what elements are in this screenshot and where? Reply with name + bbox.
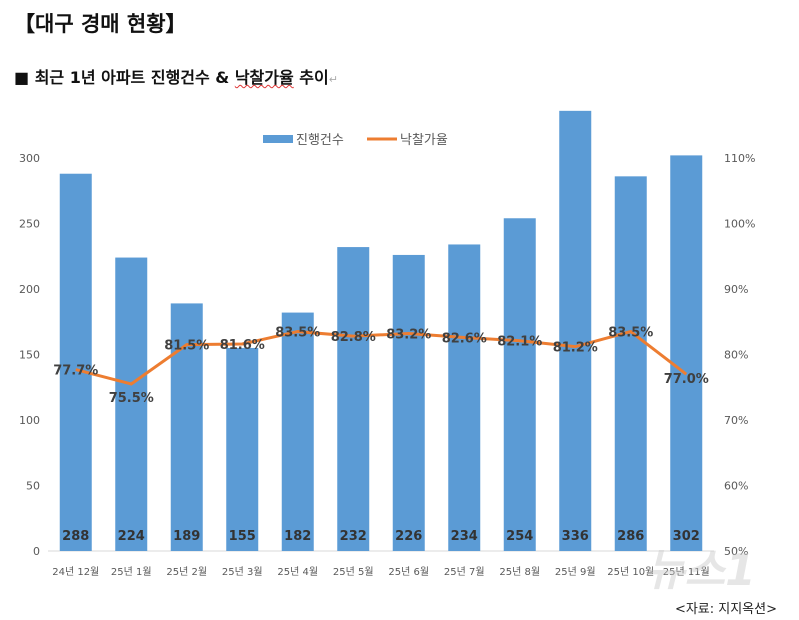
line-data-label: 83.5% xyxy=(275,326,320,341)
bar-data-label: 232 xyxy=(340,529,367,544)
x-tick-label: 25년 6월 xyxy=(388,566,429,578)
legend-swatch-bar xyxy=(263,135,293,143)
x-tick-label: 25년 11월 xyxy=(663,566,710,578)
line-data-label: 81.5% xyxy=(164,339,209,354)
page-title: 【대구 경매 현황】 xyxy=(14,12,187,36)
chart-subtitle: ■ 최근 1년 아파트 진행건수 & 낙찰가율 추이↵ xyxy=(14,68,338,87)
bar xyxy=(115,257,148,551)
subtitle-underlined: 낙찰가율 xyxy=(234,68,294,87)
bar-data-label: 254 xyxy=(506,529,533,544)
line-data-label: 82.8% xyxy=(331,330,376,345)
right-tick-label: 60% xyxy=(724,480,748,493)
left-tick-label: 250 xyxy=(19,218,40,231)
line-data-label: 77.0% xyxy=(664,372,709,387)
bar xyxy=(448,244,481,551)
left-tick-label: 150 xyxy=(19,349,40,362)
right-tick-label: 50% xyxy=(724,545,748,558)
x-tick-label: 25년 5월 xyxy=(333,566,374,578)
line-data-label: 83.2% xyxy=(386,328,431,343)
bar-data-label: 286 xyxy=(617,529,644,544)
x-tick-label: 25년 9월 xyxy=(555,566,596,578)
bar-data-label: 226 xyxy=(395,529,422,544)
bar xyxy=(392,254,425,551)
left-tick-label: 0 xyxy=(33,545,40,558)
x-tick-label: 25년 10월 xyxy=(607,566,654,578)
bar xyxy=(226,347,259,551)
rate-line xyxy=(75,329,688,386)
line-data-label: 83.5% xyxy=(608,326,653,341)
x-tick-label: 25년 4월 xyxy=(277,566,318,578)
line-data-label: 81.6% xyxy=(220,338,265,353)
line-data-label: 77.7% xyxy=(53,364,98,379)
bar xyxy=(503,218,536,551)
left-tick-label: 50 xyxy=(26,480,40,493)
right-tick-label: 110% xyxy=(724,152,755,165)
right-tick-label: 100% xyxy=(724,218,755,231)
subtitle-prefix: ■ 최근 1년 아파트 진행건수 & xyxy=(14,68,235,87)
bar xyxy=(559,110,592,551)
bar-data-label: 182 xyxy=(284,529,311,544)
bar xyxy=(337,247,370,551)
subtitle-suffix: 추이 xyxy=(293,68,329,87)
line-data-label: 82.1% xyxy=(497,335,542,350)
source-note: <자료: 지지옥션> xyxy=(674,602,777,617)
legend-label-bar: 진행건수 xyxy=(296,132,344,148)
x-tick-label: 25년 7월 xyxy=(444,566,485,578)
left-tick-label: 300 xyxy=(19,152,40,165)
bar-data-label: 155 xyxy=(229,529,256,544)
bar-data-label: 302 xyxy=(673,529,700,544)
left-tick-label: 200 xyxy=(19,283,40,296)
bar xyxy=(614,176,647,551)
bar-data-label: 288 xyxy=(62,529,89,544)
x-tick-label: 25년 1월 xyxy=(111,566,152,578)
bar xyxy=(59,173,92,551)
line-data-label: 82.6% xyxy=(442,331,487,346)
right-tick-label: 90% xyxy=(724,283,748,296)
bar-data-label: 234 xyxy=(451,529,478,544)
right-tick-label: 70% xyxy=(724,414,748,427)
line-data-label: 75.5% xyxy=(109,391,154,406)
bar xyxy=(670,155,703,551)
watermark-logo: 뉴스1 xyxy=(644,545,756,596)
x-tick-label: 25년 2월 xyxy=(166,566,207,578)
line-data-label: 81.2% xyxy=(553,341,598,356)
left-tick-label: 100 xyxy=(19,414,40,427)
bar-data-label: 336 xyxy=(562,529,589,544)
legend-label-line: 낙찰가율 xyxy=(400,133,448,148)
x-tick-label: 25년 8월 xyxy=(499,566,540,578)
x-tick-label: 25년 3월 xyxy=(222,566,263,578)
x-tick-label: 24년 12월 xyxy=(52,566,99,578)
right-tick-label: 80% xyxy=(724,349,748,362)
bar-data-label: 224 xyxy=(118,529,145,544)
bar-data-label: 189 xyxy=(173,529,200,544)
bar xyxy=(281,312,314,551)
